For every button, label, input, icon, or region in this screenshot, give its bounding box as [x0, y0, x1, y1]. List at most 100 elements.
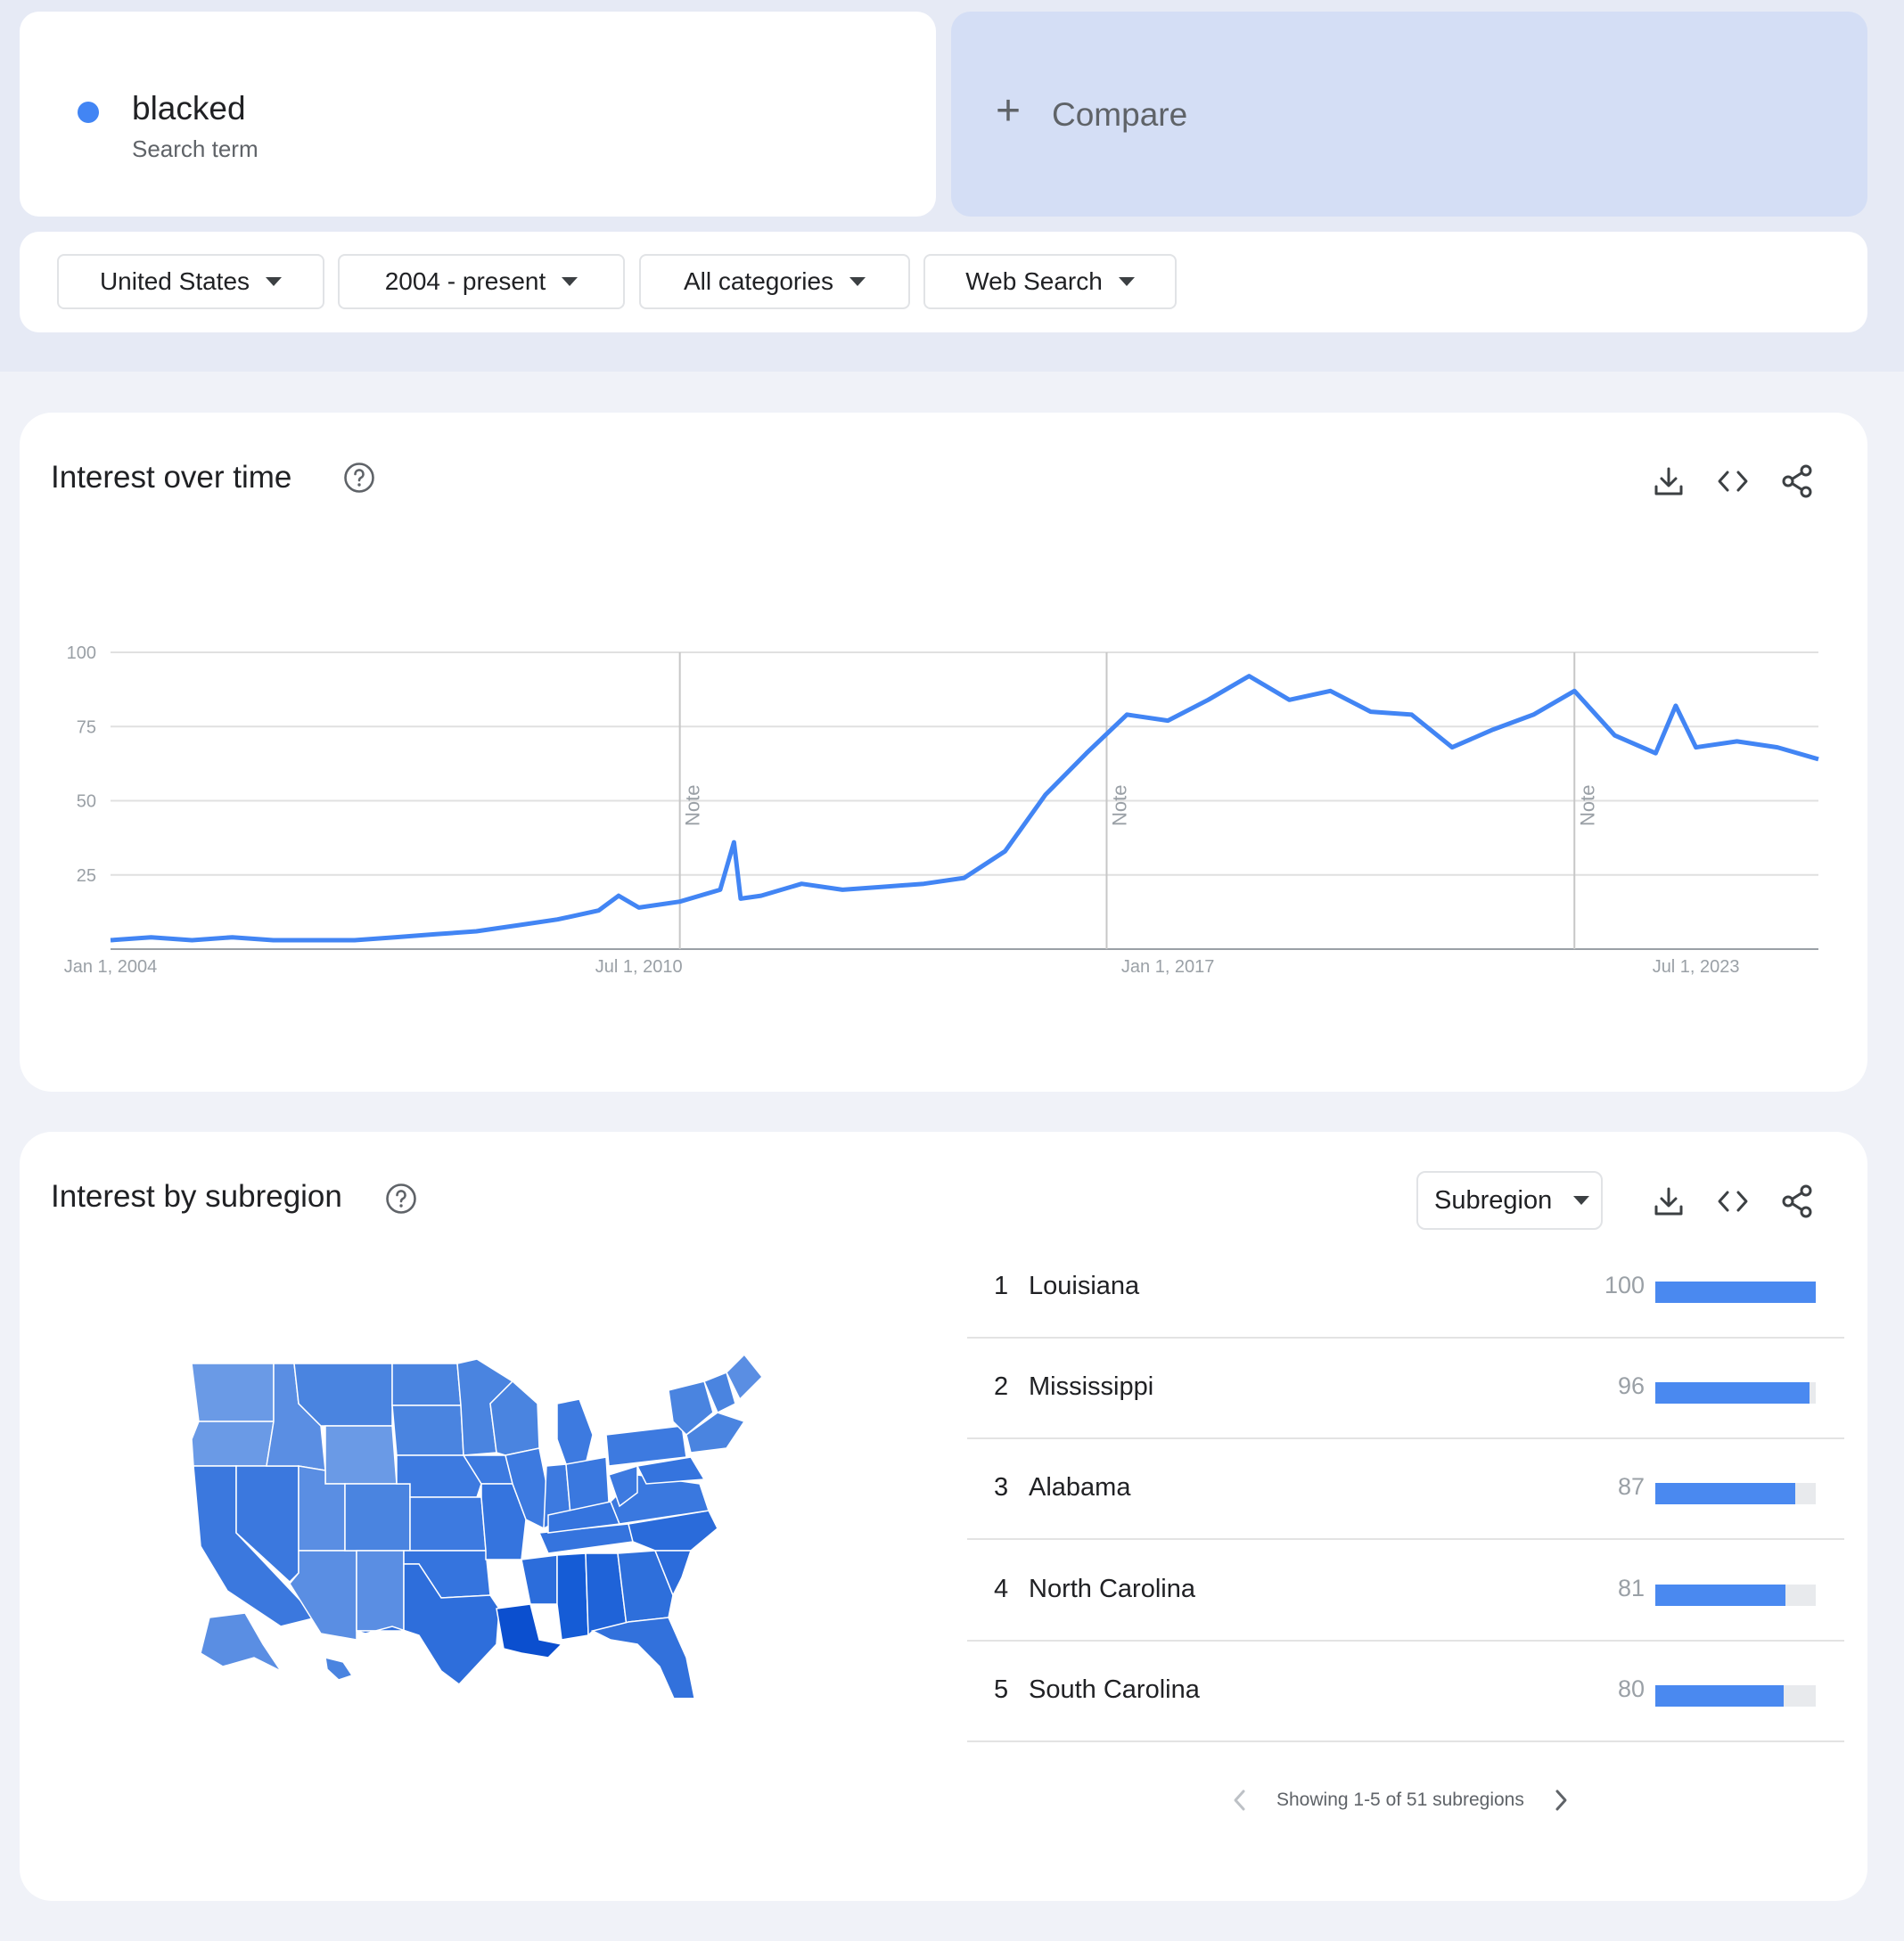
subregion-bar-track: [1655, 1585, 1816, 1606]
region-filter[interactable]: United States: [57, 254, 324, 309]
y-tick-label: 25: [77, 866, 96, 886]
interest-by-subregion-title: Interest by subregion: [51, 1179, 342, 1214]
map-state-new-jersey-new-england[interactable]: [685, 1412, 746, 1454]
category-filter-label: All categories: [683, 267, 834, 295]
subregion-value: 87: [1617, 1473, 1645, 1500]
series-line: [110, 674, 1819, 943]
y-tick-label: 100: [67, 643, 96, 663]
subregion-bar-track: [1655, 1685, 1816, 1707]
map-state-colorado[interactable]: [344, 1483, 411, 1552]
filter-bar: United States 2004 - present All categor…: [20, 232, 1867, 332]
map-state-mississippi[interactable]: [556, 1552, 589, 1641]
search-type-filter-label: Web Search: [965, 267, 1103, 295]
note-label[interactable]: Note: [1576, 785, 1598, 826]
subregion-bar: [1655, 1685, 1784, 1707]
subregion-bar-track: [1655, 1483, 1816, 1504]
map-state-louisiana[interactable]: [496, 1603, 563, 1658]
subregion-rank: 5: [994, 1675, 1009, 1704]
chart-axis-labels: 25 50 75 100 Jan 1, 2004 Jul 1, 2010 Jan 1, 20…: [64, 643, 1740, 977]
embed-code-icon[interactable]: [1715, 463, 1751, 499]
subregion-row[interactable]: 4 North Carolina 81: [967, 1541, 1844, 1642]
map-state-maine[interactable]: [726, 1353, 762, 1401]
map-state-pennsylvania[interactable]: [605, 1425, 687, 1467]
download-icon[interactable]: [1651, 1183, 1687, 1219]
dropdown-arrow-icon: [1573, 1196, 1590, 1205]
map-state-north-dakota[interactable]: [391, 1363, 462, 1406]
y-tick-label: 75: [77, 717, 96, 737]
category-filter[interactable]: All categories: [639, 254, 910, 309]
map-state-alaska[interactable]: [200, 1612, 283, 1673]
subregion-row[interactable]: 5 South Carolina 80: [967, 1642, 1844, 1742]
map-state-south-carolina[interactable]: [653, 1550, 693, 1597]
subregion-value: 81: [1617, 1575, 1645, 1601]
interest-over-time-title: Interest over time: [51, 460, 292, 495]
subregion-bar: [1655, 1382, 1810, 1404]
help-icon[interactable]: [385, 1183, 417, 1215]
map-state-new-york[interactable]: [668, 1380, 714, 1437]
dropdown-arrow-icon: [562, 277, 579, 286]
subregion-select[interactable]: Subregion: [1416, 1171, 1603, 1230]
y-tick-label: 50: [77, 792, 96, 812]
subregion-row[interactable]: 3 Alabama 87: [967, 1439, 1844, 1540]
subregion-row[interactable]: 1 Louisiana 100: [967, 1238, 1844, 1339]
embed-code-icon[interactable]: [1715, 1183, 1751, 1219]
note-label[interactable]: Note: [1108, 785, 1130, 826]
chevron-right-icon[interactable]: [1551, 1787, 1571, 1814]
dropdown-arrow-icon: [849, 277, 866, 286]
subregion-row[interactable]: 2 Mississippi 96: [967, 1339, 1844, 1439]
term-color-dot: [78, 102, 99, 123]
map-state-arizona[interactable]: [289, 1550, 357, 1641]
map-state-new-mexico[interactable]: [356, 1550, 405, 1632]
us-subregion-map[interactable]: [174, 1350, 762, 1698]
subregion-rank: 1: [994, 1272, 1009, 1300]
search-type-filter[interactable]: Web Search: [923, 254, 1177, 309]
subregion-name[interactable]: Alabama: [1029, 1473, 1131, 1502]
map-state-hawaii[interactable]: [324, 1656, 354, 1681]
subregion-bar: [1655, 1585, 1785, 1606]
subregion-name[interactable]: Louisiana: [1029, 1272, 1140, 1300]
note-label[interactable]: Note: [682, 785, 704, 826]
dropdown-arrow-icon: [266, 277, 283, 286]
compare-card[interactable]: + Compare: [951, 12, 1867, 217]
map-state-wyoming[interactable]: [324, 1425, 398, 1485]
interest-over-time-chart[interactable]: Note Note Note 25 50 75 100 Jan 1, 2004 Jul 1, …: [0, 0, 1904, 998]
interest-over-time-panel: [20, 413, 1867, 1092]
subregion-value: 100: [1604, 1272, 1645, 1298]
map-state-washington[interactable]: [191, 1363, 275, 1422]
subregion-rank: 4: [994, 1575, 1009, 1603]
subregion-pager: Showing 1-5 of 51 subregions: [1230, 1782, 1587, 1818]
subregion-rank: 2: [994, 1372, 1009, 1401]
map-state-florida[interactable]: [590, 1617, 695, 1698]
map-state-south-dakota[interactable]: [391, 1405, 464, 1456]
subregion-bar-track: [1655, 1282, 1816, 1303]
map-state-kansas[interactable]: [409, 1496, 487, 1552]
compare-label: Compare: [1052, 96, 1188, 133]
subregion-select-label: Subregion: [1434, 1185, 1553, 1215]
help-icon[interactable]: [343, 462, 375, 494]
map-state-texas[interactable]: [356, 1563, 500, 1686]
map-state-maryland[interactable]: [636, 1456, 706, 1485]
pager-text: Showing 1-5 of 51 subregions: [1276, 1789, 1524, 1810]
subregion-bar: [1655, 1483, 1795, 1504]
search-term-card[interactable]: blacked Search term: [20, 12, 936, 217]
subregion-bar-track: [1655, 1382, 1816, 1404]
map-state-oregon[interactable]: [191, 1421, 275, 1467]
map-state-vermont-new-hampshire[interactable]: [703, 1371, 736, 1414]
download-icon[interactable]: [1651, 463, 1687, 499]
share-icon[interactable]: [1779, 463, 1815, 499]
share-icon[interactable]: [1779, 1183, 1815, 1219]
subregion-name[interactable]: South Carolina: [1029, 1675, 1200, 1704]
time-range-filter[interactable]: 2004 - present: [338, 254, 625, 309]
map-state-west-virginia[interactable]: [608, 1464, 638, 1508]
subregion-rank: 3: [994, 1473, 1009, 1502]
subregion-name[interactable]: North Carolina: [1029, 1575, 1195, 1603]
time-range-filter-label: 2004 - present: [384, 267, 546, 295]
map-state-michigan[interactable]: [556, 1398, 594, 1465]
subregion-name[interactable]: Mississippi: [1029, 1372, 1154, 1401]
add-icon: +: [996, 87, 1022, 135]
chart-gridlines: [111, 651, 1818, 950]
map-state-arkansas[interactable]: [521, 1554, 558, 1605]
search-term-name[interactable]: blacked: [132, 90, 246, 127]
chevron-left-icon[interactable]: [1230, 1787, 1250, 1814]
search-term-type: Search term: [132, 135, 259, 162]
